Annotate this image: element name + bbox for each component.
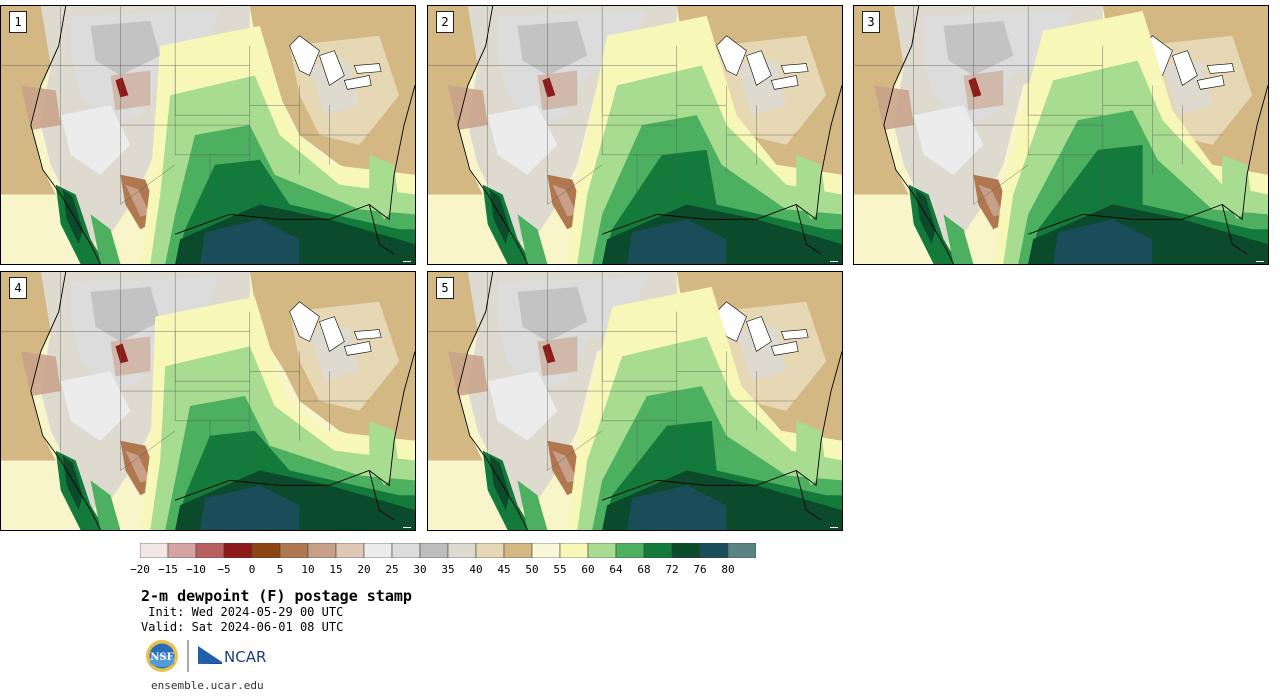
colorbar-tick-label: 10 xyxy=(301,563,315,576)
svg-text:NSF: NSF xyxy=(150,652,173,663)
colorbar-tick-label: 25 xyxy=(385,563,399,576)
colorbar-swatch xyxy=(391,543,421,558)
member-label-3: 3 xyxy=(862,11,880,33)
colorbar-tick-label: −5 xyxy=(217,563,231,576)
member-label-2: 2 xyxy=(436,11,454,33)
colorbar-tick-label: 45 xyxy=(497,563,511,576)
colorbar-swatch xyxy=(503,543,533,558)
colorbar-tick-label: −15 xyxy=(158,563,178,576)
colorbar-swatch xyxy=(335,543,365,558)
postage-stamp-panel-3: 3 xyxy=(853,5,1269,265)
colorbar-swatch xyxy=(587,543,617,558)
colorbar-tick-label: 40 xyxy=(469,563,483,576)
colorbar-swatch xyxy=(251,543,281,558)
postage-stamp-panel-1: 1 xyxy=(0,5,416,265)
colorbar-tick-label: 72 xyxy=(665,563,679,576)
colorbar-tick-label: 64 xyxy=(609,563,623,576)
colorbar-swatch xyxy=(699,543,729,558)
colorbar-swatch xyxy=(223,543,253,558)
colorbar-swatch xyxy=(559,543,589,558)
postage-stamp-panel-2: 2 xyxy=(427,5,843,265)
dewpoint-map-4 xyxy=(1,272,415,530)
colorbar-swatch xyxy=(531,543,561,558)
colorbar-tick-label: −20 xyxy=(130,563,150,576)
colorbar-swatch xyxy=(195,543,225,558)
colorbar-swatch xyxy=(447,543,477,558)
dewpoint-map-2 xyxy=(428,6,842,264)
nsf-logo: NSF xyxy=(146,640,178,672)
colorbar-tick-labels: −20 −15 −10 −5 0 5 10 15 20 25 30 35 40 45 50 55 60 64 68 7… xyxy=(130,563,780,577)
colorbar-tick-label: 30 xyxy=(413,563,427,576)
colorbar-swatch xyxy=(643,543,673,558)
postage-stamp-panel-5: 5 xyxy=(427,271,843,531)
dewpoint-colorbar xyxy=(140,543,756,558)
colorbar-swatch xyxy=(727,543,756,558)
colorbar-tick-label: 15 xyxy=(329,563,343,576)
postage-stamp-panel-4: 4 xyxy=(0,271,416,531)
member-label-4: 4 xyxy=(9,277,27,299)
colorbar-swatch xyxy=(279,543,309,558)
member-label-1: 1 xyxy=(9,11,27,33)
dewpoint-map-3 xyxy=(854,6,1268,264)
dewpoint-map-5 xyxy=(428,272,842,530)
ncar-logo: NCAR xyxy=(198,646,266,666)
plot-title: 2-m dewpoint (F) postage stamp xyxy=(141,587,412,605)
valid-time: Valid: Sat 2024-06-01 08 UTC xyxy=(141,620,344,634)
site-url: ensemble.ucar.edu xyxy=(151,679,264,692)
colorbar-swatch xyxy=(419,543,449,558)
colorbar-swatch xyxy=(475,543,505,558)
colorbar-tick-label: −10 xyxy=(186,563,206,576)
colorbar-swatch xyxy=(671,543,701,558)
colorbar-tick-label: 60 xyxy=(581,563,595,576)
colorbar-swatch xyxy=(140,543,169,558)
colorbar-tick-label: 5 xyxy=(276,563,284,576)
colorbar-tick-label: 20 xyxy=(357,563,371,576)
logos: NSF NCAR xyxy=(146,640,266,672)
colorbar-tick-label: 35 xyxy=(441,563,455,576)
colorbar-swatch xyxy=(363,543,393,558)
colorbar-swatch xyxy=(307,543,337,558)
colorbar-tick-label: 80 xyxy=(721,563,735,576)
colorbar-tick-label: 68 xyxy=(637,563,651,576)
member-label-5: 5 xyxy=(436,277,454,299)
colorbar-swatch xyxy=(167,543,197,558)
colorbar-tick-label: 55 xyxy=(553,563,567,576)
colorbar-tick-label: 50 xyxy=(525,563,539,576)
svg-text:NCAR: NCAR xyxy=(224,648,266,666)
init-time: Init: Wed 2024-05-29 00 UTC xyxy=(141,605,344,619)
dewpoint-map-1 xyxy=(1,6,415,264)
colorbar-tick-label: 0 xyxy=(248,563,256,576)
colorbar-tick-label: 76 xyxy=(693,563,707,576)
colorbar-swatch xyxy=(615,543,645,558)
